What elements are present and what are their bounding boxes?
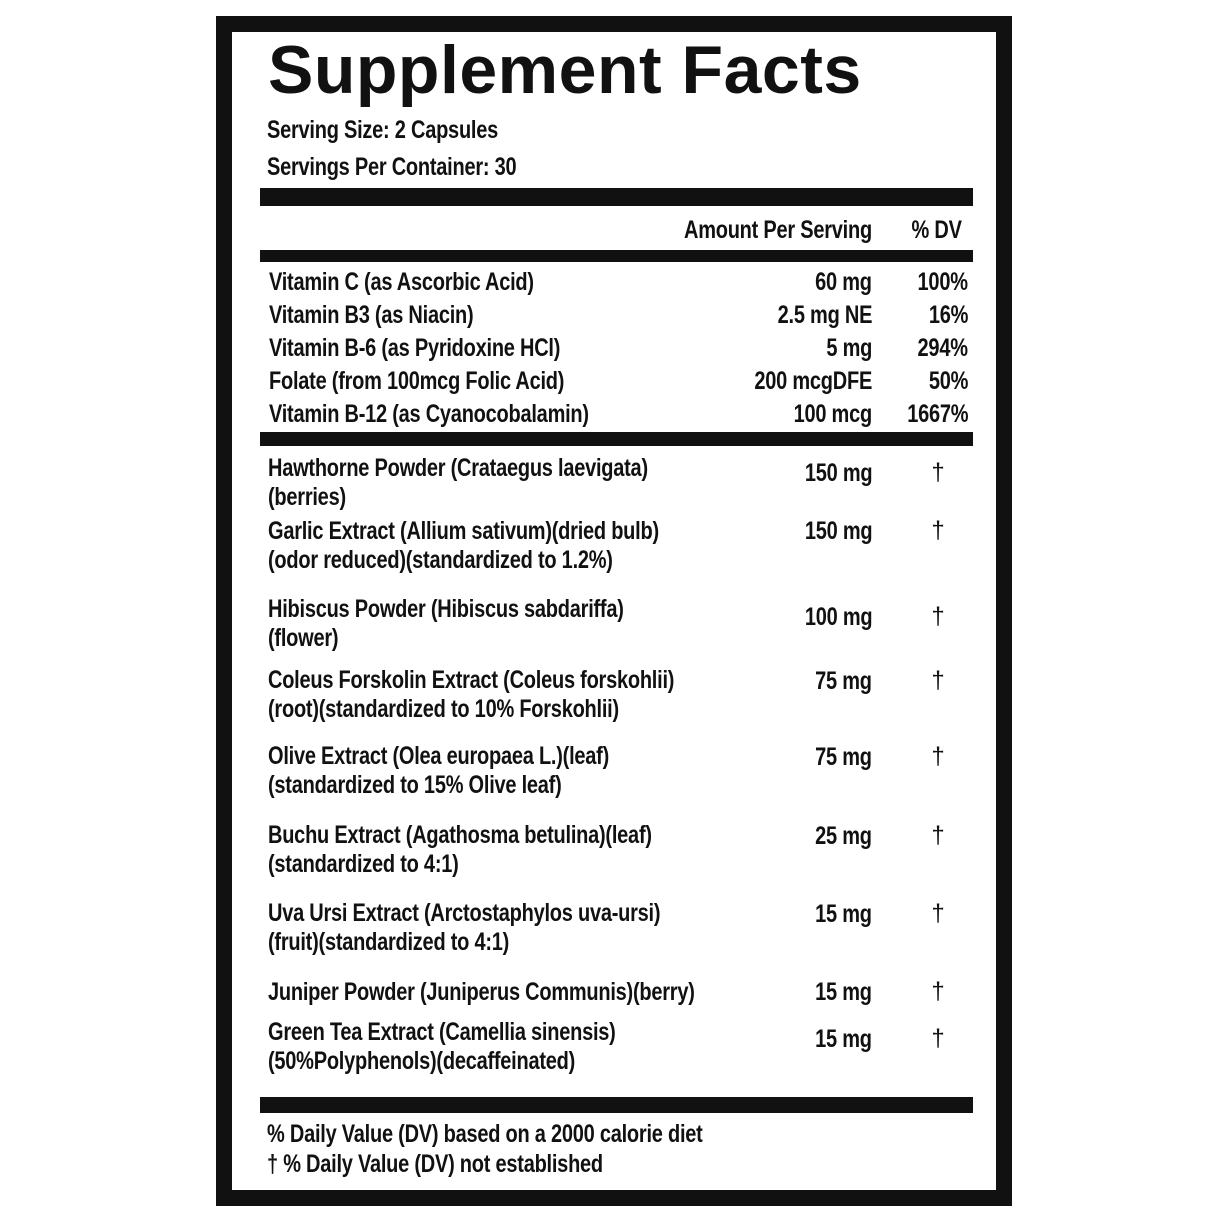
ingredient-amount: 15 mg: [815, 900, 872, 928]
serving-size: Serving Size: 2 Capsules: [267, 116, 498, 144]
vitamin-dv: 50%: [928, 367, 969, 395]
ingredient-detail: (fruit)(standardized to 4:1): [268, 928, 510, 956]
ingredient-amount: 100 mg: [804, 603, 873, 631]
header-amount: Amount Per Serving: [684, 216, 872, 244]
divider-medium: [260, 432, 973, 446]
ingredient-detail: (flower): [268, 624, 339, 652]
vitamin-amount: 60 mg: [815, 268, 872, 296]
vitamin-name: Folate (from 100mcg Folic Acid): [269, 367, 565, 395]
ingredient-name: Garlic Extract (Allium sativum)(dried bu…: [268, 517, 659, 545]
vitamin-dv: 16%: [928, 301, 969, 329]
ingredient-name: Hibiscus Powder (Hibiscus sabdariffa): [268, 595, 624, 623]
dagger-mark: †: [931, 603, 945, 630]
label-title: Supplement Facts: [268, 32, 862, 108]
dagger-mark: †: [931, 743, 945, 770]
vitamin-dv: 1667%: [906, 400, 968, 428]
ingredient-detail: (standardized to 15% Olive leaf): [268, 771, 562, 799]
dagger-mark: †: [931, 900, 945, 927]
vitamin-amount: 5 mg: [826, 334, 872, 362]
ingredient-detail: (50%Polyphenols)(decaffeinated): [268, 1047, 576, 1075]
vitamin-dv: 294%: [917, 334, 968, 362]
divider-thick: [260, 1097, 973, 1113]
ingredient-detail: (odor reduced)(standardized to 1.2%): [268, 546, 613, 574]
vitamin-amount: 200 mcgDFE: [754, 367, 872, 395]
ingredient-name: Hawthorne Powder (Crataegus laevigata): [268, 454, 648, 482]
vitamin-name: Vitamin C (as Ascorbic Acid): [269, 268, 534, 296]
vitamin-dv: 100%: [917, 268, 968, 296]
vitamin-name: Vitamin B3 (as Niacin): [269, 301, 474, 329]
ingredient-amount: 150 mg: [804, 517, 873, 545]
ingredient-amount: 75 mg: [815, 743, 872, 771]
dagger-mark: †: [931, 822, 945, 849]
ingredient-name: Uva Ursi Extract (Arctostaphylos uva-urs…: [268, 899, 661, 927]
vitamin-name: Vitamin B-6 (as Pyridoxine HCl): [269, 334, 561, 362]
servings-per-container: Servings Per Container: 30: [267, 153, 517, 181]
ingredient-name: Juniper Powder (Juniperus Communis)(berr…: [268, 978, 695, 1006]
divider-thick: [260, 188, 973, 206]
footnote-dv: % Daily Value (DV) based on a 2000 calor…: [267, 1120, 703, 1148]
dagger-mark: †: [931, 517, 945, 544]
footnote-dagger: † % Daily Value (DV) not established: [267, 1150, 603, 1178]
ingredient-amount: 75 mg: [815, 667, 872, 695]
ingredient-name: Buchu Extract (Agathosma betulina)(leaf): [268, 821, 652, 849]
ingredient-amount: 150 mg: [804, 459, 873, 487]
dagger-mark: †: [931, 459, 945, 486]
ingredient-name: Green Tea Extract (Camellia sinensis): [268, 1018, 616, 1046]
ingredient-detail: (berries): [268, 483, 346, 511]
dagger-mark: †: [931, 667, 945, 694]
vitamin-amount: 100 mcg: [793, 400, 873, 428]
ingredient-amount: 15 mg: [815, 978, 872, 1006]
divider-medium: [260, 250, 973, 262]
ingredient-detail: (standardized to 4:1): [268, 850, 459, 878]
ingredient-name: Coleus Forskolin Extract (Coleus forskoh…: [268, 666, 675, 694]
header-dv: % DV: [911, 216, 962, 244]
ingredient-amount: 25 mg: [815, 822, 872, 850]
dagger-mark: †: [931, 978, 945, 1005]
label-frame: [216, 16, 1012, 1206]
ingredient-amount: 15 mg: [815, 1025, 872, 1053]
vitamin-amount: 2.5 mg NE: [777, 301, 872, 329]
ingredient-detail: (root)(standardized to 10% Forskohlii): [268, 695, 619, 723]
vitamin-name: Vitamin B-12 (as Cyanocobalamin): [269, 400, 589, 428]
ingredient-name: Olive Extract (Olea europaea L.)(leaf): [268, 742, 609, 770]
dagger-mark: †: [931, 1025, 945, 1052]
